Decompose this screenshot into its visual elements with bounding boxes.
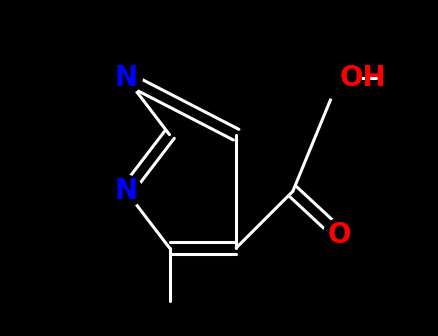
Text: N: N bbox=[114, 64, 138, 92]
Circle shape bbox=[323, 219, 355, 251]
Circle shape bbox=[110, 175, 142, 207]
Circle shape bbox=[317, 56, 360, 100]
Text: N: N bbox=[114, 177, 138, 205]
Text: O: O bbox=[327, 221, 350, 249]
Text: OH: OH bbox=[339, 64, 385, 92]
Circle shape bbox=[110, 62, 142, 94]
